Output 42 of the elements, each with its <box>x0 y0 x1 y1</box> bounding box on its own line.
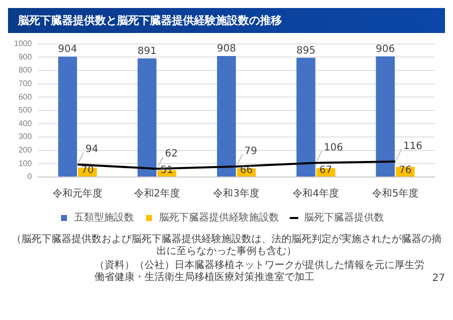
y-tick-label: 800 <box>18 66 32 75</box>
y-tick-label: 500 <box>18 106 32 115</box>
data-label: 94 <box>86 144 98 156</box>
y-tick-label: 700 <box>18 78 32 88</box>
bar <box>217 56 236 176</box>
text: （脳死下臓器提供数および脳死下臓器提供経験施設数は、法的脳死判定が実施されたが臓器の摘出に至らなかった事例も含む） <box>10 234 442 258</box>
y-tick-label: 300 <box>18 132 32 142</box>
y-tick-label: 100 <box>18 158 32 168</box>
y-tick-label: 900 <box>18 52 32 62</box>
data-label: 908 <box>216 44 236 55</box>
data-label: 62 <box>164 148 178 160</box>
x-tick-label: 令和5年度 <box>372 188 418 200</box>
y-tick-label: 600 <box>18 92 32 102</box>
bar <box>138 58 156 176</box>
chart-title: 脳死下臓器提供数と脳死下臓器提供経験施設数の推移 <box>8 8 445 33</box>
x-tick-label: 令和元年度 <box>52 188 103 200</box>
y-tick-label: 1000 <box>14 39 32 48</box>
bar <box>296 58 316 176</box>
data-label: 895 <box>296 45 316 56</box>
data-label: 906 <box>376 44 395 55</box>
x-tick-label: 令和3年度 <box>213 188 260 200</box>
data-label: 106 <box>324 142 343 154</box>
x-tick-label: 令和4年度 <box>292 188 340 200</box>
legend-label: 五類型施設数 <box>74 212 134 224</box>
y-tick-label: 400 <box>18 118 32 128</box>
y-tick-label: 0 <box>27 172 32 182</box>
data-label: 67 <box>319 165 332 176</box>
x-tick-label: 令和2年度 <box>134 188 180 200</box>
data-label: 891 <box>137 46 157 57</box>
text: 27 <box>432 273 445 284</box>
legend-label: 脳死下臓器提供数 <box>304 212 384 224</box>
data-label: 76 <box>398 165 412 176</box>
bar <box>58 56 78 176</box>
bar <box>376 56 395 176</box>
text: （資料）（公社）日本臓器移植ネットワークが提供した情報を元に厚生労働省健康・生活衛生局移植医療対策推進室で加工 <box>94 260 424 284</box>
data-label: 116 <box>403 141 422 152</box>
data-label: 66 <box>240 165 253 176</box>
y-tick-label: 200 <box>18 146 32 155</box>
data-label: 79 <box>244 146 258 158</box>
data-label: 70 <box>81 165 94 176</box>
data-label: 904 <box>58 44 78 56</box>
legend-label: 脳死下臓器提供経験施設数 <box>159 212 279 224</box>
